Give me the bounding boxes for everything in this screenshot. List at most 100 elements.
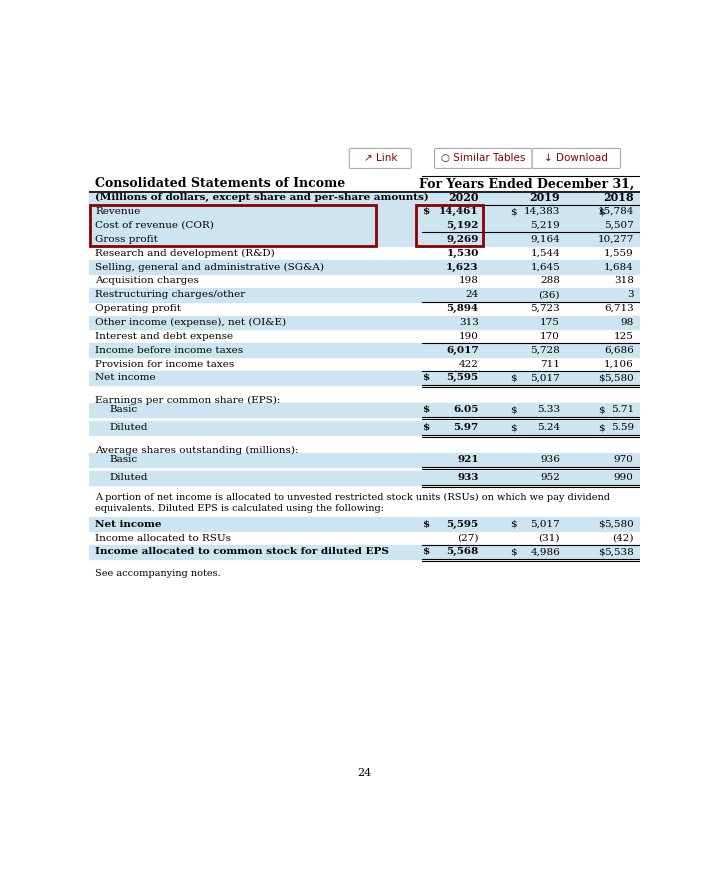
Bar xyxy=(90,204,376,247)
Text: 4,986: 4,986 xyxy=(530,547,560,556)
Text: Research and development (R&D): Research and development (R&D) xyxy=(95,248,275,258)
Text: Gross profit: Gross profit xyxy=(95,235,158,244)
Text: 2018: 2018 xyxy=(603,192,634,203)
Bar xyxy=(89,403,640,417)
Text: 5,595: 5,595 xyxy=(447,373,479,383)
Text: 5,507: 5,507 xyxy=(604,221,634,230)
Text: 5,728: 5,728 xyxy=(530,346,560,354)
Text: 313: 313 xyxy=(459,318,479,327)
Text: 933: 933 xyxy=(457,474,479,483)
Text: (42): (42) xyxy=(612,534,634,543)
Bar xyxy=(89,421,640,435)
Text: $: $ xyxy=(598,547,604,556)
Text: 5,723: 5,723 xyxy=(530,304,560,313)
Text: $: $ xyxy=(422,423,429,432)
Text: 5,219: 5,219 xyxy=(530,221,560,230)
Text: 5.24: 5.24 xyxy=(537,423,560,432)
Text: 1,106: 1,106 xyxy=(604,360,634,369)
Text: $: $ xyxy=(422,520,429,529)
Text: Net income: Net income xyxy=(95,520,161,529)
Text: 24: 24 xyxy=(357,768,372,778)
Text: Diluted: Diluted xyxy=(109,423,147,432)
Text: ○ Similar Tables: ○ Similar Tables xyxy=(441,154,525,164)
Text: 970: 970 xyxy=(614,455,634,464)
Bar xyxy=(89,204,640,218)
Text: $: $ xyxy=(598,207,604,216)
Text: $: $ xyxy=(422,373,429,383)
Text: Restructuring charges/other: Restructuring charges/other xyxy=(95,290,245,299)
Text: A portion of net income is allocated to unvested restricted stock units (RSUs) o: A portion of net income is allocated to … xyxy=(95,492,610,502)
Text: $: $ xyxy=(422,547,429,556)
Text: 24: 24 xyxy=(466,290,479,299)
Text: $: $ xyxy=(510,373,516,383)
Text: Basic: Basic xyxy=(109,406,137,415)
Text: (31): (31) xyxy=(538,534,560,543)
Text: 5,017: 5,017 xyxy=(530,373,560,383)
Text: 9,164: 9,164 xyxy=(530,235,560,244)
Text: Diluted: Diluted xyxy=(109,474,147,483)
Bar xyxy=(89,260,640,274)
Text: 288: 288 xyxy=(540,277,560,286)
Text: 9,269: 9,269 xyxy=(447,235,479,244)
Text: 10,277: 10,277 xyxy=(597,235,634,244)
Text: 5.33: 5.33 xyxy=(537,406,560,415)
Bar xyxy=(89,232,640,247)
Text: ↗ Link: ↗ Link xyxy=(363,154,397,164)
Text: Selling, general and administrative (SG&A): Selling, general and administrative (SG&… xyxy=(95,263,324,271)
Text: 14,383: 14,383 xyxy=(524,207,560,216)
Text: 2020: 2020 xyxy=(448,192,479,203)
Bar xyxy=(416,204,483,247)
Text: $: $ xyxy=(422,207,429,216)
Text: $: $ xyxy=(598,373,604,383)
Text: $: $ xyxy=(510,520,516,529)
Bar xyxy=(89,191,640,204)
Text: See accompanying notes.: See accompanying notes. xyxy=(95,569,221,578)
Bar xyxy=(89,316,640,330)
Text: 318: 318 xyxy=(614,277,634,286)
Text: 936: 936 xyxy=(540,455,560,464)
Text: Average shares outstanding (millions):: Average shares outstanding (millions): xyxy=(95,446,299,455)
Text: 1,544: 1,544 xyxy=(530,248,560,257)
Text: 2019: 2019 xyxy=(530,192,560,203)
Text: 1,530: 1,530 xyxy=(447,248,479,257)
Text: Other income (expense), net (OI&E): Other income (expense), net (OI&E) xyxy=(95,318,287,327)
Text: 5.71: 5.71 xyxy=(611,406,634,415)
Text: 5,894: 5,894 xyxy=(447,304,479,313)
Text: 125: 125 xyxy=(614,332,634,341)
Text: 198: 198 xyxy=(459,277,479,286)
Text: (27): (27) xyxy=(457,534,479,543)
Text: 170: 170 xyxy=(540,332,560,341)
Text: 3: 3 xyxy=(627,290,634,299)
Text: 15,784: 15,784 xyxy=(597,207,634,216)
Text: 422: 422 xyxy=(459,360,479,369)
Text: 1,684: 1,684 xyxy=(604,263,634,271)
Text: For Years Ended December 31,: For Years Ended December 31, xyxy=(419,178,634,190)
Text: (Millions of dollars, except share and per-share amounts): (Millions of dollars, except share and p… xyxy=(95,193,429,202)
Text: Acquisition charges: Acquisition charges xyxy=(95,277,199,286)
Text: Revenue: Revenue xyxy=(95,207,141,216)
Bar xyxy=(89,471,640,485)
Text: 5,595: 5,595 xyxy=(447,520,479,529)
Text: equivalents. Diluted EPS is calculated using the following:: equivalents. Diluted EPS is calculated u… xyxy=(95,504,384,513)
Text: 190: 190 xyxy=(459,332,479,341)
Text: $: $ xyxy=(598,520,604,529)
Bar xyxy=(89,218,640,232)
Text: 5,580: 5,580 xyxy=(604,520,634,529)
Text: 952: 952 xyxy=(540,474,560,483)
Text: $: $ xyxy=(510,207,516,216)
Text: Interest and debt expense: Interest and debt expense xyxy=(95,332,233,341)
Text: 98: 98 xyxy=(621,318,634,327)
Text: Income before income taxes: Income before income taxes xyxy=(95,346,243,354)
Bar xyxy=(89,545,640,559)
Text: Income allocated to common stock for diluted EPS: Income allocated to common stock for dil… xyxy=(95,547,389,556)
Bar xyxy=(89,371,640,385)
Text: 5.97: 5.97 xyxy=(454,423,479,432)
Text: $: $ xyxy=(510,547,516,556)
Text: 5,580: 5,580 xyxy=(604,373,634,383)
Text: $: $ xyxy=(598,423,604,432)
Text: 711: 711 xyxy=(540,360,560,369)
Text: Income allocated to RSUs: Income allocated to RSUs xyxy=(95,534,231,543)
Text: 1,623: 1,623 xyxy=(447,263,479,271)
Text: 1,559: 1,559 xyxy=(604,248,634,257)
Text: 1,645: 1,645 xyxy=(530,263,560,271)
